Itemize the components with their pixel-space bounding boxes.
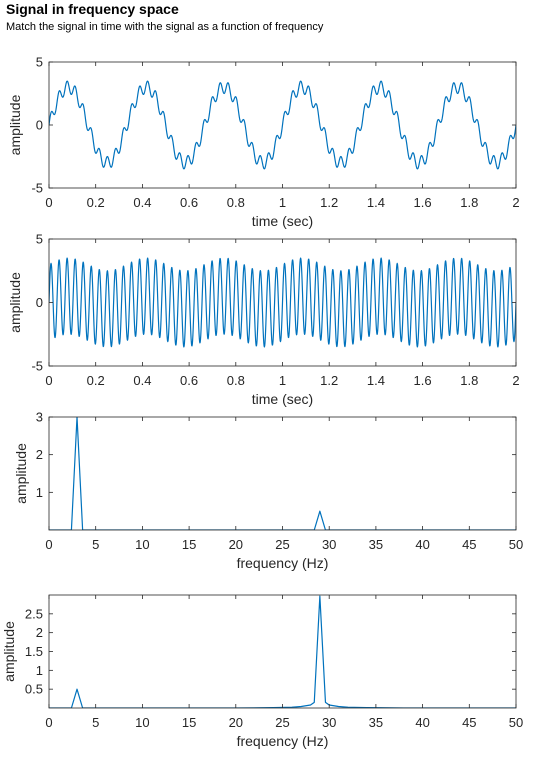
- series-line: [49, 257, 516, 348]
- x-tick-label: 2: [512, 373, 519, 388]
- y-tick-label: 0: [36, 118, 43, 133]
- x-tick-label: 40: [415, 715, 429, 730]
- x-tick-label: 0.6: [180, 373, 198, 388]
- y-tick-label: 0.5: [25, 682, 43, 697]
- y-tick-label: -5: [31, 181, 43, 196]
- x-tick-label: 1.6: [414, 195, 432, 210]
- y-tick-label: 1.5: [25, 644, 43, 659]
- x-tick-label: 1.2: [320, 195, 338, 210]
- page-title: Signal in frequency space: [6, 1, 179, 17]
- axes-frame: [48, 416, 517, 531]
- y-tick-label: -5: [31, 359, 43, 374]
- page-subtitle: Match the signal in time with the signal…: [6, 21, 324, 33]
- y-axis-label: amplitude: [1, 621, 17, 682]
- x-tick-label: 25: [275, 537, 289, 552]
- x-tick-label: 1.4: [367, 195, 385, 210]
- x-tick-label: 40: [415, 537, 429, 552]
- x-tick-label: 1.8: [460, 373, 478, 388]
- x-tick-label: 30: [322, 715, 336, 730]
- x-tick-label: 45: [462, 715, 476, 730]
- x-tick-label: 1.6: [414, 373, 432, 388]
- series-line: [49, 595, 516, 708]
- y-tick-label: 2: [36, 447, 43, 462]
- x-tick-label: 1.2: [320, 373, 338, 388]
- y-tick-label: 2.5: [25, 606, 43, 621]
- x-tick-label: 1.8: [460, 195, 478, 210]
- x-tick-label: 10: [135, 715, 149, 730]
- y-tick-label: 1: [36, 485, 43, 500]
- x-tick-label: 0: [45, 715, 52, 730]
- x-tick-label: 0: [45, 195, 52, 210]
- y-axis-label: amplitude: [7, 272, 23, 333]
- x-tick-label: 20: [229, 537, 243, 552]
- x-tick-label: 2: [512, 195, 519, 210]
- x-axis-label: time (sec): [252, 391, 313, 407]
- x-tick-label: 20: [229, 715, 243, 730]
- x-tick-label: 30: [322, 537, 336, 552]
- y-axis-label: amplitude: [13, 443, 29, 504]
- y-tick-label: 2: [36, 625, 43, 640]
- series-line: [49, 80, 516, 170]
- x-tick-label: 1: [279, 195, 286, 210]
- x-tick-label: 1.4: [367, 373, 385, 388]
- x-tick-label: 5: [92, 537, 99, 552]
- frequency-spectrum-chart-1: 0 5 10 15 20 25 30 35 40 45 50 1 2 3 frequency (Hz) amp…: [13, 410, 523, 572]
- x-tick-label: 0: [45, 373, 52, 388]
- y-tick-label: 5: [36, 232, 43, 247]
- axes-frame: [48, 594, 517, 709]
- x-tick-label: 0.6: [180, 195, 198, 210]
- series-line: [49, 417, 516, 530]
- x-tick-label: 10: [135, 537, 149, 552]
- x-tick-label: 5: [92, 715, 99, 730]
- x-tick-label: 0.4: [133, 195, 151, 210]
- x-axis-label: time (sec): [252, 213, 313, 229]
- x-tick-label: 45: [462, 537, 476, 552]
- frequency-spectrum-chart-2: 0 5 10 15 20 25 30 35 40 45 50 0.5 1 1.5 2 2.5 frequency…: [1, 594, 523, 749]
- x-tick-label: 1: [279, 373, 286, 388]
- x-tick-label: 25: [275, 715, 289, 730]
- y-tick-label: 1: [36, 663, 43, 678]
- x-tick-label: 0.2: [87, 373, 105, 388]
- x-tick-label: 0.2: [87, 195, 105, 210]
- x-tick-label: 50: [509, 537, 523, 552]
- x-tick-label: 0: [45, 537, 52, 552]
- x-tick-label: 50: [509, 715, 523, 730]
- x-axis-label: frequency (Hz): [237, 733, 329, 749]
- y-tick-label: 5: [36, 55, 43, 70]
- x-tick-label: 35: [369, 537, 383, 552]
- y-tick-label: 3: [36, 410, 43, 425]
- y-tick-label: 0: [36, 295, 43, 310]
- x-tick-label: 0.8: [227, 373, 245, 388]
- y-axis-label: amplitude: [7, 94, 23, 155]
- x-tick-label: 15: [182, 537, 196, 552]
- x-tick-label: 0.8: [227, 195, 245, 210]
- x-tick-label: 15: [182, 715, 196, 730]
- x-tick-label: 35: [369, 715, 383, 730]
- x-tick-label: 0.4: [133, 373, 151, 388]
- x-axis-label: frequency (Hz): [237, 555, 329, 571]
